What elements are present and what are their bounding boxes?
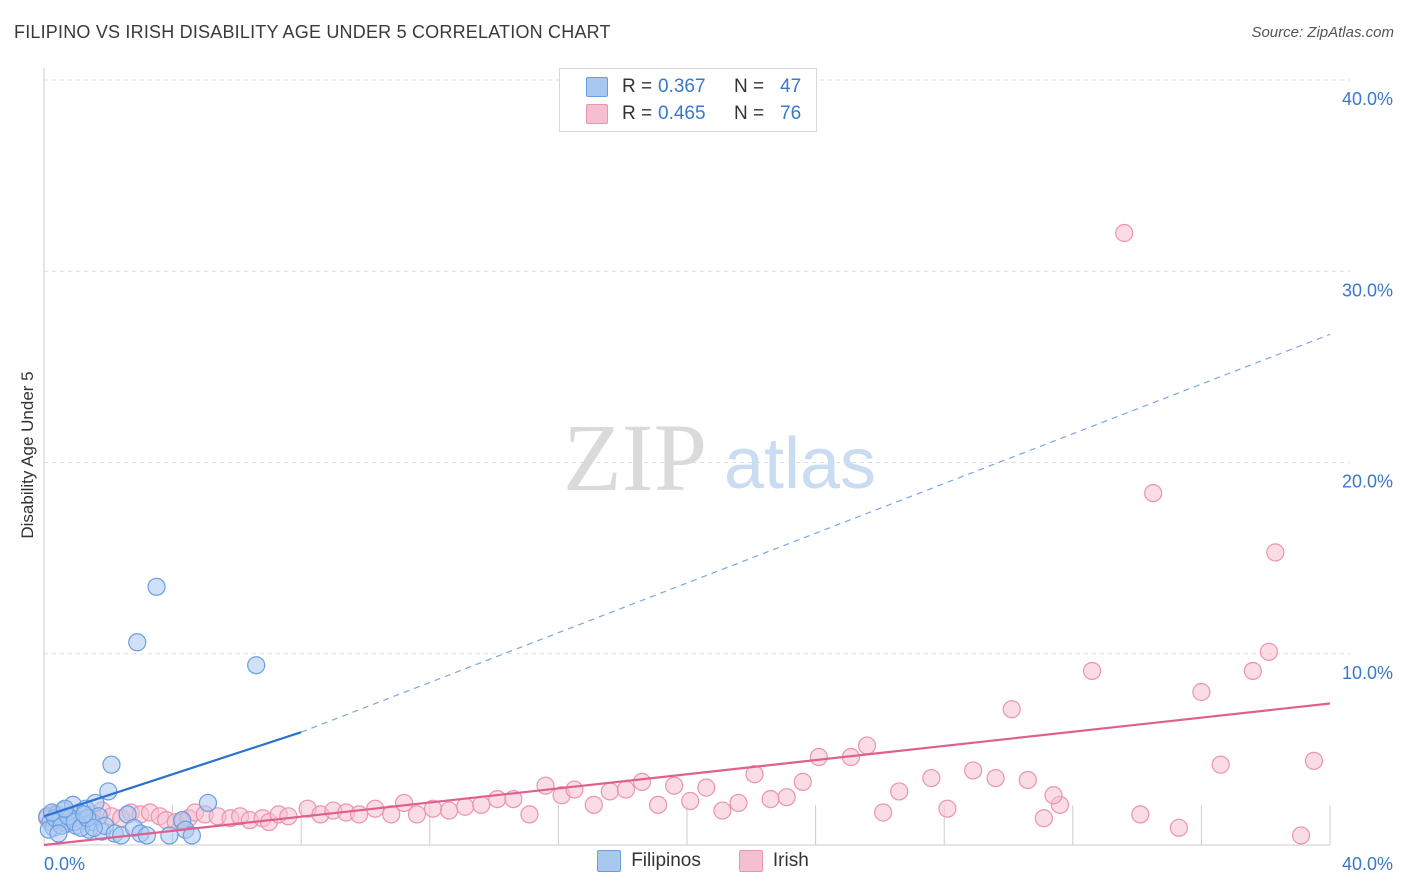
irish-point bbox=[697, 778, 716, 797]
irish-point bbox=[1044, 786, 1063, 805]
irish-point bbox=[584, 795, 603, 814]
watermark-zip: ZIP bbox=[563, 404, 707, 511]
irish-point bbox=[1243, 661, 1262, 681]
legend-label-filipinos: Filipinos bbox=[631, 850, 701, 871]
filipino-point bbox=[247, 656, 266, 675]
x-tick-label: 40.0% bbox=[1342, 854, 1393, 874]
tick-labels: 10.0% 20.0% 30.0% 40.0% 0.0% 40.0% bbox=[44, 89, 1393, 874]
irish-point bbox=[1131, 805, 1150, 824]
irish-point bbox=[922, 768, 941, 788]
irish-point bbox=[986, 768, 1005, 788]
irish-point bbox=[1002, 700, 1021, 719]
filipino-point bbox=[84, 818, 103, 837]
n-label: N = bbox=[734, 76, 765, 97]
irish-point bbox=[600, 782, 619, 801]
irish-point bbox=[681, 791, 700, 811]
irish-point bbox=[520, 805, 539, 824]
irish-swatch bbox=[738, 850, 763, 872]
legend-item-irish[interactable]: Irish bbox=[738, 850, 809, 872]
legend-label-irish: Irish bbox=[772, 850, 809, 871]
filipino-point bbox=[128, 633, 147, 652]
filipinos-swatch bbox=[586, 77, 608, 97]
r-value: 0.465 bbox=[658, 103, 706, 124]
irish-point bbox=[488, 789, 507, 809]
legend-row-irish: R = 0.465 N = 76 bbox=[586, 101, 801, 127]
irish-points bbox=[38, 223, 1324, 845]
irish-point bbox=[857, 736, 877, 755]
watermark: ZIP atlas bbox=[563, 404, 876, 511]
irish-point bbox=[890, 782, 909, 801]
irish-swatch bbox=[586, 104, 608, 124]
gridlines bbox=[44, 79, 1350, 655]
source-credit: Source: ZipAtlas.com bbox=[1251, 24, 1394, 41]
irish-point bbox=[1169, 818, 1188, 837]
series-legend: Filipinos Irish bbox=[0, 850, 1406, 872]
irish-point bbox=[349, 805, 369, 824]
n-value: 76 bbox=[780, 103, 802, 124]
irish-point bbox=[536, 776, 555, 795]
r-label: R = bbox=[622, 76, 653, 97]
chart-title: FILIPINO VS IRISH DISABILITY AGE UNDER 5… bbox=[14, 22, 611, 42]
irish-point bbox=[964, 761, 983, 780]
irish-point bbox=[1304, 751, 1324, 770]
irish-point bbox=[1115, 223, 1134, 243]
irish-point bbox=[1034, 809, 1053, 828]
irish-point bbox=[729, 793, 748, 813]
irish-point bbox=[1291, 826, 1311, 845]
correlation-legend: R = 0.367 N = 47 R = 0.465 N = 76 bbox=[559, 68, 817, 132]
watermark-atlas: atlas bbox=[724, 424, 876, 504]
irish-point bbox=[279, 807, 298, 826]
irish-point bbox=[874, 803, 893, 822]
irish-point bbox=[1211, 755, 1230, 774]
y-tick-label: 30.0% bbox=[1342, 280, 1393, 300]
irish-point bbox=[565, 780, 584, 799]
axes bbox=[43, 68, 1331, 846]
legend-row-filipinos: R = 0.367 N = 47 bbox=[586, 74, 801, 100]
irish-point bbox=[394, 793, 414, 813]
y-tick-label: 20.0% bbox=[1342, 472, 1393, 492]
irish-point bbox=[439, 801, 459, 820]
irish-point bbox=[665, 776, 684, 795]
irish-point bbox=[793, 772, 812, 791]
irish-trend-line bbox=[43, 702, 1331, 847]
irish-point bbox=[472, 795, 491, 814]
irish-point bbox=[648, 795, 668, 814]
r-value: 0.367 bbox=[658, 76, 706, 97]
filipino-trend-extension bbox=[300, 333, 1331, 733]
x-tick-label: 0.0% bbox=[44, 854, 85, 874]
y-tick-label: 10.0% bbox=[1342, 663, 1393, 683]
filipino-point bbox=[75, 805, 94, 824]
irish-point bbox=[1259, 642, 1279, 661]
irish-point bbox=[777, 788, 796, 807]
irish-point bbox=[1082, 661, 1102, 681]
irish-point bbox=[938, 799, 957, 818]
filipino-points bbox=[38, 577, 266, 845]
irish-point bbox=[1144, 484, 1163, 503]
n-value: 47 bbox=[780, 76, 802, 97]
irish-point bbox=[407, 805, 427, 824]
irish-point bbox=[632, 772, 652, 791]
irish-point bbox=[1192, 682, 1211, 702]
filipino-point bbox=[102, 755, 121, 774]
irish-point bbox=[809, 747, 828, 767]
irish-point bbox=[761, 789, 780, 809]
y-tick-label: 40.0% bbox=[1342, 89, 1393, 109]
n-label: N = bbox=[734, 103, 765, 124]
filipino-point bbox=[182, 826, 201, 845]
irish-point bbox=[1018, 770, 1037, 790]
filipinos-swatch bbox=[597, 850, 622, 872]
filipino-point bbox=[147, 577, 166, 596]
irish-point bbox=[456, 797, 475, 816]
trend-lines bbox=[43, 333, 1331, 847]
irish-point bbox=[713, 801, 732, 820]
legend-item-filipinos[interactable]: Filipinos bbox=[597, 850, 701, 872]
irish-point bbox=[1266, 543, 1285, 562]
r-label: R = bbox=[622, 103, 653, 124]
filipino-point bbox=[49, 824, 68, 843]
filipino-point bbox=[198, 793, 218, 813]
filipino-trend-line bbox=[43, 731, 302, 818]
irish-point bbox=[616, 780, 636, 799]
